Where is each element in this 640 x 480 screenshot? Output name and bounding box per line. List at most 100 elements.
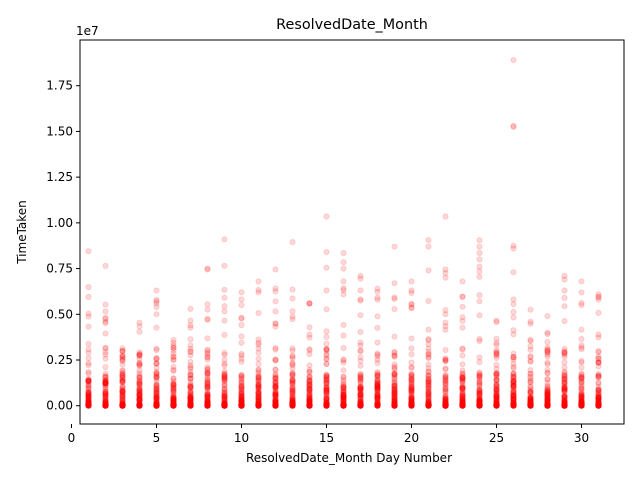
scatter-point <box>357 391 364 398</box>
scatter-point <box>85 400 92 407</box>
scatter-point <box>187 402 194 409</box>
scatter-point <box>85 248 92 255</box>
scatter-point <box>595 348 602 355</box>
scatter-point <box>204 402 211 409</box>
scatter-point <box>357 328 364 336</box>
scatter-point <box>136 379 143 386</box>
scatter-point <box>170 402 177 409</box>
scatter-point <box>204 393 211 401</box>
scatter-point <box>187 381 194 388</box>
scatter-point <box>544 366 551 373</box>
scatter-point <box>357 383 364 390</box>
scatter-point <box>153 402 160 409</box>
scatter-point <box>102 380 109 387</box>
scatter-point <box>204 402 211 409</box>
scatter-point <box>408 371 415 378</box>
scatter-point <box>136 400 143 408</box>
scatter-point <box>136 402 143 409</box>
scatter-point <box>170 402 177 409</box>
scatter-point <box>136 392 143 399</box>
scatter-point <box>357 377 364 384</box>
scatter-point <box>170 382 177 389</box>
scatter-point <box>102 402 109 409</box>
scatter-point <box>170 378 177 385</box>
scatter-point <box>187 402 194 409</box>
scatter-point <box>204 354 211 361</box>
y-offset-text: 1e7 <box>76 24 99 38</box>
scatter-point <box>510 123 517 131</box>
scatter-point <box>255 336 262 343</box>
scatter-point <box>153 402 160 409</box>
scatter-point <box>170 400 177 407</box>
scatter-point <box>408 359 415 366</box>
scatter-point <box>170 399 177 406</box>
scatter-point <box>136 402 143 409</box>
scatter-point <box>136 356 143 363</box>
scatter-point <box>102 399 109 406</box>
scatter-point <box>170 401 177 408</box>
scatter-point <box>561 318 568 325</box>
scatter-point <box>119 396 126 403</box>
scatter-point <box>476 268 483 275</box>
scatter-point <box>170 401 177 408</box>
scatter-point <box>119 402 126 409</box>
scatter-point <box>153 346 160 354</box>
scatter-point <box>187 402 194 409</box>
scatter-point <box>204 398 211 405</box>
scatter-point <box>153 354 160 361</box>
scatter-point <box>323 352 330 359</box>
scatter-point <box>153 368 160 375</box>
scatter-point <box>85 402 92 409</box>
scatter-point <box>102 400 109 407</box>
scatter-point <box>102 400 109 407</box>
scatter-point <box>374 351 381 358</box>
scatter-point <box>459 314 466 321</box>
scatter-point <box>187 375 194 382</box>
scatter-point <box>170 402 177 409</box>
scatter-point <box>204 400 211 407</box>
scatter-point <box>408 278 415 285</box>
scatter-point <box>119 401 126 409</box>
scatter-point <box>102 374 109 381</box>
x-tick-label: 30 <box>574 431 589 445</box>
scatter-point <box>119 375 126 382</box>
scatter-point <box>204 401 211 408</box>
scatter-point <box>187 391 194 398</box>
scatter-point <box>136 388 143 395</box>
scatter-point <box>119 389 126 396</box>
scatter-point <box>170 385 177 392</box>
scatter-point <box>476 379 483 386</box>
scatter-point <box>119 400 126 408</box>
scatter-point <box>374 394 381 401</box>
scatter-point <box>102 349 109 356</box>
scatter-point <box>170 401 177 408</box>
x-tick-label: 0 <box>68 431 76 445</box>
scatter-point <box>153 402 160 409</box>
scatter-point <box>102 351 109 358</box>
scatter-point <box>102 402 109 409</box>
scatter-point <box>289 347 296 354</box>
scatter-point <box>85 340 92 347</box>
scatter-point <box>136 352 143 359</box>
scatter-point <box>153 402 160 409</box>
scatter-point <box>170 396 177 404</box>
scatter-point <box>204 399 211 406</box>
scatter-point <box>136 379 143 386</box>
scatter-point <box>102 364 109 371</box>
scatter-point <box>102 379 109 386</box>
scatter-point <box>204 402 211 409</box>
scatter-point <box>476 256 483 263</box>
scatter-point <box>323 395 330 402</box>
scatter-point <box>136 395 143 402</box>
scatter-point <box>102 374 109 381</box>
scatter-point <box>595 355 602 363</box>
scatter-point <box>170 395 177 402</box>
scatter-point <box>170 386 177 393</box>
scatter-point <box>153 402 160 409</box>
scatter-point <box>493 377 500 384</box>
scatter-point <box>170 399 177 407</box>
y-tick-label: 0.75 <box>46 262 73 276</box>
scatter-point <box>153 378 160 385</box>
scatter-point <box>221 303 228 310</box>
scatter-point <box>204 369 211 377</box>
